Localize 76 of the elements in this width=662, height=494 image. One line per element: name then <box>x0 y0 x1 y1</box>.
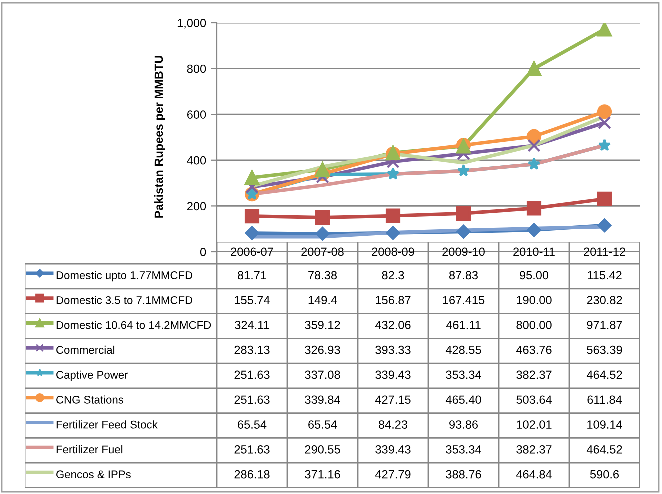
legend-label: Fertilizer Fuel <box>56 445 123 454</box>
data-label: 382.37 <box>516 370 552 380</box>
x-tick-label: 2006-07 <box>231 248 274 256</box>
data-label: 463.76 <box>516 346 552 354</box>
legend-label: Domestic upto 1.77MMCFD <box>56 271 193 282</box>
data-label: 65.54 <box>238 420 267 429</box>
data-label: 393.33 <box>376 346 411 354</box>
data-label: 339.84 <box>305 396 340 404</box>
data-label: 427.15 <box>375 396 411 404</box>
legend-label: Domestic 3.5 to 7.1MMCFD <box>56 296 193 304</box>
y-tick-label: 600 <box>187 110 206 119</box>
legend-label: Captive Power <box>56 370 128 382</box>
data-label: 465.40 <box>446 396 482 404</box>
data-label: 95.00 <box>520 271 549 280</box>
data-label: 464.84 <box>516 470 552 479</box>
x-tick-label: 2007-08 <box>302 248 344 256</box>
legend-label: CNG Stations <box>56 396 124 404</box>
legend-label: Commercial <box>56 346 115 354</box>
data-label: 230.82 <box>587 296 622 304</box>
y-tick-label: 0 <box>200 248 206 256</box>
data-label: 590.6 <box>590 470 620 479</box>
data-label: 251.63 <box>234 370 270 380</box>
x-tick-label: 2011-12 <box>584 248 626 256</box>
y-tick-label: 1,000 <box>178 19 206 29</box>
data-label: 359.12 <box>305 321 340 330</box>
data-label: 251.63 <box>234 445 270 454</box>
x-tick-label: 2008-09 <box>372 248 414 256</box>
data-label: 290.55 <box>305 445 340 454</box>
data-label: 971.87 <box>587 321 622 330</box>
data-label: 353.34 <box>446 370 482 380</box>
data-label: 326.93 <box>305 346 340 354</box>
x-tick-label: 2009-10 <box>442 248 485 256</box>
data-label: 167.415 <box>443 296 485 304</box>
data-label: 149.4 <box>308 296 338 304</box>
data-label: 339.43 <box>376 445 411 454</box>
data-label: 84.23 <box>378 420 408 429</box>
data-label: 388.76 <box>446 470 482 479</box>
data-label: 461.11 <box>446 321 481 330</box>
data-label: 109.14 <box>588 420 622 429</box>
data-label: 324.11 <box>235 321 270 330</box>
data-label: 503.64 <box>516 396 552 404</box>
data-label: 65.54 <box>308 420 338 429</box>
x-tick-label: 2010-11 <box>514 248 555 256</box>
y-tick-label: 400 <box>187 156 206 165</box>
data-label: 82.3 <box>382 271 404 280</box>
data-label: 339.43 <box>376 370 411 380</box>
data-label: 81.71 <box>238 271 266 280</box>
data-label: 432.06 <box>375 321 411 330</box>
data-label: 563.39 <box>587 346 622 354</box>
data-label: 353.34 <box>446 445 482 454</box>
data-label: 371.16 <box>305 470 340 479</box>
data-label: 283.13 <box>234 346 270 354</box>
y-tick-label: 200 <box>187 202 206 211</box>
y-axis-title: Pakistan Rupees per MMBTU <box>154 56 166 218</box>
data-label: 251.63 <box>234 396 270 404</box>
data-label: 382.37 <box>516 445 552 454</box>
data-label: 78.38 <box>308 271 338 280</box>
data-label: 93.86 <box>450 420 478 429</box>
data-label: 611.84 <box>588 396 622 404</box>
data-label: 337.08 <box>305 370 340 380</box>
data-label: 800.00 <box>516 321 552 330</box>
data-label: 427.79 <box>375 470 411 479</box>
data-label: 428.55 <box>446 346 482 354</box>
data-label: 286.18 <box>234 470 270 479</box>
data-label: 87.83 <box>449 271 478 280</box>
data-label: 190.00 <box>517 296 552 304</box>
data-label: 102.01 <box>517 420 552 429</box>
y-tick-label: 800 <box>187 64 206 74</box>
data-label: 115.42 <box>588 271 622 280</box>
legend-label: Fertilizer Feed Stock <box>56 420 158 429</box>
data-label: 464.52 <box>586 370 622 380</box>
legend-label: Domestic 10.64 to 14.2MMCFD <box>56 321 212 330</box>
data-label: 156.87 <box>376 296 411 304</box>
data-label: 155.74 <box>235 296 270 304</box>
data-label: 464.52 <box>586 445 622 454</box>
legend-label: Gencos & IPPs <box>56 470 131 479</box>
